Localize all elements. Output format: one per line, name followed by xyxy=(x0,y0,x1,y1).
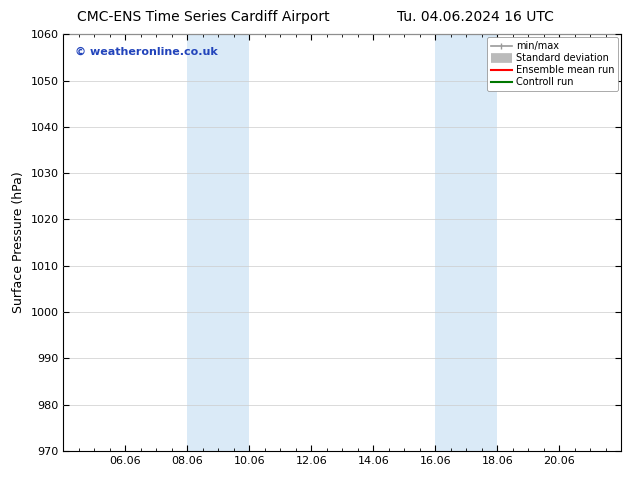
Y-axis label: Surface Pressure (hPa): Surface Pressure (hPa) xyxy=(12,172,25,314)
Text: CMC-ENS Time Series Cardiff Airport: CMC-ENS Time Series Cardiff Airport xyxy=(77,10,329,24)
Bar xyxy=(436,34,497,451)
Text: © weatheronline.co.uk: © weatheronline.co.uk xyxy=(75,47,217,57)
Text: Tu. 04.06.2024 16 UTC: Tu. 04.06.2024 16 UTC xyxy=(397,10,554,24)
Legend: min/max, Standard deviation, Ensemble mean run, Controll run: min/max, Standard deviation, Ensemble me… xyxy=(487,37,618,91)
Bar xyxy=(188,34,249,451)
